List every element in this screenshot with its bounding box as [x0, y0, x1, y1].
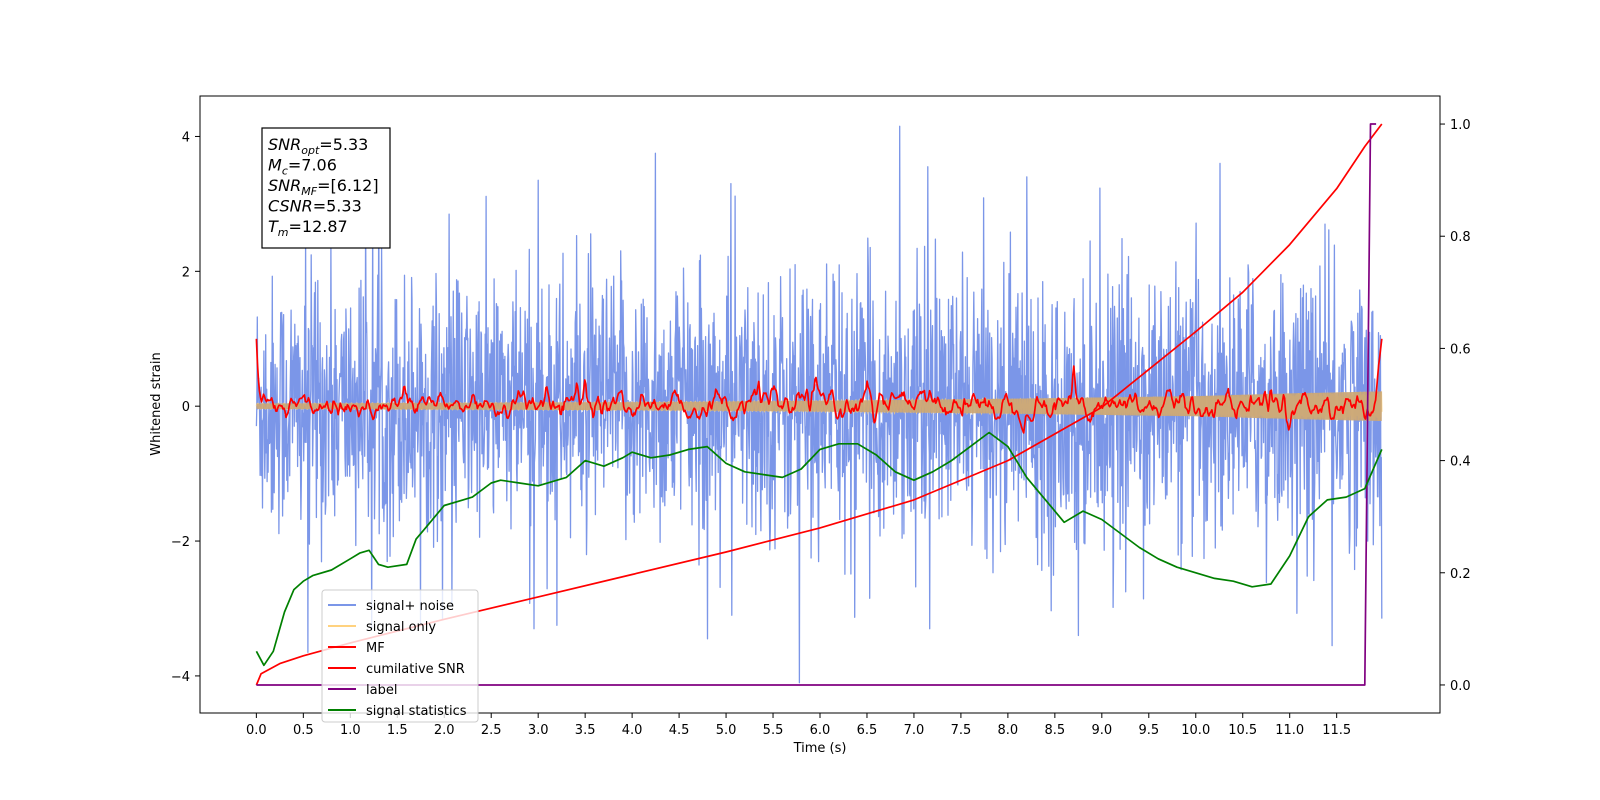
x-tick-label: 11.0: [1275, 723, 1304, 738]
y2-tick-label: 0.8: [1450, 230, 1471, 245]
x-tick-label: 4.0: [622, 723, 643, 738]
plot-area: [255, 123, 1383, 686]
x-tick-label: 9.0: [1091, 723, 1112, 738]
y-axis-right: 0.0 0.2 0.4 0.6 0.8 1.0: [1440, 118, 1471, 694]
series-cumulative-snr-line: [255, 123, 1383, 686]
legend-item: cumilative SNR: [328, 662, 465, 677]
x-tick-label: 4.5: [669, 723, 690, 738]
y-tick-label: 0: [182, 400, 190, 415]
x-axis-label: Time (s): [793, 741, 847, 756]
legend-label: label: [366, 683, 397, 698]
legend-item: signal statistics: [328, 704, 467, 719]
legend-item: signal only: [328, 620, 436, 635]
annotation-line: SNRMF=[6.12]: [268, 176, 379, 198]
series-signal-noise-line: [255, 125, 1383, 684]
x-tick-label: 5.5: [763, 723, 784, 738]
y-tick-label: −4: [171, 670, 190, 685]
annotation-line: SNRopt=5.33: [268, 135, 368, 157]
legend: signal+ noise signal only MF cumilative SNR…: [321, 589, 479, 723]
legend-item: signal+ noise: [328, 599, 454, 614]
y-tick-label: −2: [171, 535, 190, 550]
x-tick-label: 1.5: [387, 723, 408, 738]
x-tick-label: 3.0: [528, 723, 549, 738]
x-tick-label: 6.5: [857, 723, 878, 738]
x-tick-label: 6.0: [810, 723, 831, 738]
x-axis: 0.0 0.5 1.0 1.5 2.0 2.5 3.0 3.5 4.0 4.5 5.0 5.5 6.0 6…: [246, 713, 1351, 738]
legend-label: MF: [366, 641, 385, 656]
annotation-line: Tm=12.87: [268, 217, 348, 239]
legend-label: signal only: [366, 620, 436, 635]
y-tick-label: 2: [182, 265, 190, 280]
annotation-box: SNRopt=5.33Mc=7.06SNRMF=[6.12]CSNR=5.33T…: [261, 127, 391, 249]
x-tick-label: 3.5: [575, 723, 596, 738]
x-tick-label: 7.0: [904, 723, 925, 738]
annotation-line: CSNR=5.33: [268, 197, 362, 216]
x-tick-label: 2.0: [434, 723, 455, 738]
legend-item: MF: [328, 641, 385, 656]
x-tick-label: 8.0: [998, 723, 1019, 738]
x-tick-label: 9.5: [1138, 723, 1159, 738]
x-tick-label: 10.0: [1181, 723, 1210, 738]
x-tick-label: 7.5: [951, 723, 972, 738]
series-label-line: [256, 123, 1377, 686]
y2-tick-label: 0.4: [1450, 455, 1471, 470]
series-signal-only-band: [256, 391, 1382, 421]
annotation-frame: [261, 127, 391, 249]
x-tick-label: 0.0: [246, 723, 267, 738]
x-tick-label: 8.5: [1045, 723, 1066, 738]
y2-tick-label: 0.0: [1450, 679, 1471, 694]
y2-tick-label: 1.0: [1450, 118, 1471, 133]
legend-frame: [321, 589, 479, 723]
x-tick-label: 0.5: [293, 723, 314, 738]
legend-item: label: [328, 683, 397, 698]
x-tick-label: 11.5: [1322, 723, 1351, 738]
x-tick-label: 1.0: [340, 723, 361, 738]
legend-label: signal+ noise: [366, 599, 454, 614]
series-signal-statistics-line: [255, 431, 1383, 667]
x-tick-label: 10.5: [1228, 723, 1257, 738]
annotation-line: Mc=7.06: [268, 156, 337, 178]
y-axis-label: Whitened strain: [149, 352, 164, 455]
y-tick-label: 4: [182, 130, 190, 145]
legend-label: cumilative SNR: [366, 662, 465, 677]
x-tick-label: 5.0: [716, 723, 737, 738]
y2-tick-label: 0.6: [1450, 342, 1471, 357]
y-axis-left: −4 −2 0 2 4: [171, 130, 200, 685]
legend-label: signal statistics: [366, 704, 467, 719]
x-tick-label: 2.5: [481, 723, 502, 738]
y2-tick-label: 0.2: [1450, 567, 1471, 582]
series-mf-line: [255, 338, 1383, 434]
